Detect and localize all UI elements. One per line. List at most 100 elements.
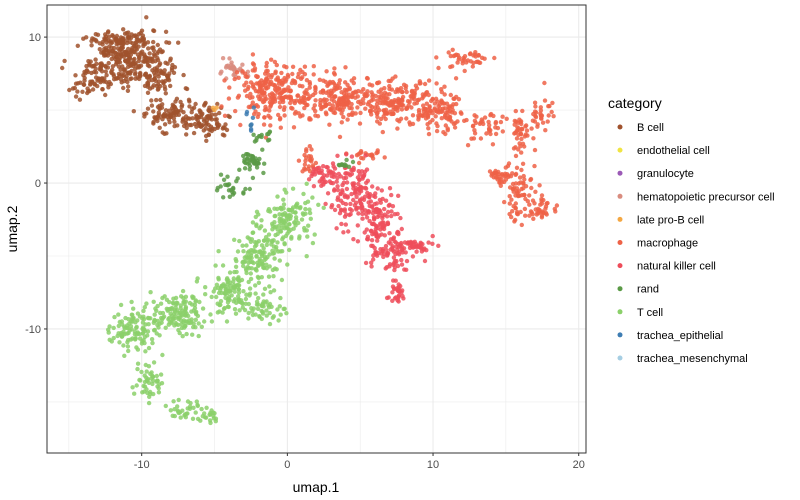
data-point bbox=[170, 317, 176, 322]
data-point bbox=[350, 93, 355, 99]
data-point bbox=[395, 286, 400, 291]
data-point bbox=[271, 274, 276, 279]
data-point bbox=[517, 117, 522, 122]
data-point bbox=[104, 73, 109, 78]
data-point bbox=[332, 187, 337, 192]
data-point bbox=[350, 181, 355, 186]
data-point bbox=[87, 63, 92, 68]
data-point bbox=[511, 146, 517, 151]
data-point bbox=[278, 312, 283, 317]
data-point bbox=[277, 117, 283, 122]
data-point bbox=[262, 228, 268, 233]
data-point bbox=[264, 313, 269, 318]
data-point bbox=[262, 238, 267, 243]
legend-key bbox=[617, 147, 623, 153]
data-point bbox=[539, 201, 545, 206]
data-point bbox=[540, 120, 546, 125]
data-point bbox=[398, 215, 403, 221]
data-point bbox=[150, 373, 155, 378]
data-point bbox=[416, 107, 422, 113]
data-point bbox=[302, 162, 308, 167]
data-point bbox=[389, 192, 394, 198]
data-point bbox=[282, 113, 287, 118]
data-point bbox=[504, 116, 509, 122]
data-point bbox=[60, 65, 65, 71]
data-point bbox=[281, 89, 286, 94]
data-point bbox=[188, 320, 193, 326]
data-point bbox=[319, 183, 324, 188]
data-point bbox=[267, 321, 273, 327]
data-point bbox=[329, 170, 334, 175]
data-point bbox=[279, 70, 284, 76]
data-point bbox=[528, 177, 533, 183]
data-point bbox=[257, 134, 263, 139]
data-point bbox=[267, 284, 272, 289]
data-point bbox=[150, 68, 155, 73]
data-point bbox=[374, 111, 380, 117]
data-point bbox=[498, 119, 504, 125]
data-point bbox=[106, 327, 111, 332]
data-point bbox=[131, 306, 136, 311]
data-point bbox=[263, 71, 268, 76]
data-point bbox=[375, 80, 380, 86]
data-point bbox=[409, 105, 414, 110]
data-point bbox=[235, 176, 240, 181]
data-point bbox=[396, 245, 402, 250]
data-point bbox=[200, 414, 205, 419]
data-point bbox=[495, 125, 501, 131]
data-point bbox=[163, 29, 169, 34]
data-point bbox=[507, 194, 512, 199]
data-point bbox=[317, 77, 322, 83]
data-point bbox=[514, 136, 520, 141]
x-tick-label: -10 bbox=[134, 459, 150, 471]
data-point bbox=[397, 249, 402, 255]
data-point bbox=[331, 81, 337, 86]
data-point bbox=[164, 297, 170, 302]
data-point bbox=[237, 299, 242, 304]
data-point bbox=[232, 285, 237, 291]
data-point bbox=[152, 53, 157, 58]
data-point bbox=[242, 307, 248, 313]
data-point bbox=[404, 89, 409, 95]
y-tick-label: -10 bbox=[25, 324, 41, 336]
data-point bbox=[513, 217, 518, 223]
data-point bbox=[154, 331, 159, 336]
data-point bbox=[240, 301, 245, 306]
data-point bbox=[173, 314, 178, 319]
data-point bbox=[247, 291, 253, 296]
data-point bbox=[129, 299, 134, 305]
data-point bbox=[191, 405, 196, 410]
data-point bbox=[455, 53, 461, 58]
data-point bbox=[312, 172, 318, 177]
data-point bbox=[202, 117, 207, 122]
data-point bbox=[137, 73, 143, 78]
data-point bbox=[369, 264, 374, 269]
data-point bbox=[434, 121, 439, 126]
data-point bbox=[127, 59, 132, 65]
data-point bbox=[409, 93, 415, 98]
data-point bbox=[330, 161, 336, 166]
data-point bbox=[396, 295, 401, 301]
data-point bbox=[401, 82, 407, 88]
data-point bbox=[244, 243, 249, 248]
data-point bbox=[277, 104, 283, 110]
data-point bbox=[155, 378, 160, 384]
data-point bbox=[108, 51, 114, 56]
data-point bbox=[199, 123, 204, 128]
data-point bbox=[412, 101, 417, 106]
data-point bbox=[146, 316, 152, 321]
data-point bbox=[388, 109, 393, 114]
data-point bbox=[434, 81, 439, 86]
legend-label: hematopoietic precursor cell bbox=[637, 191, 775, 203]
data-point bbox=[266, 72, 271, 78]
data-point bbox=[345, 194, 350, 199]
data-point bbox=[339, 162, 344, 167]
data-point bbox=[471, 53, 476, 58]
data-point bbox=[187, 104, 192, 109]
data-point bbox=[175, 404, 180, 409]
data-point bbox=[250, 115, 256, 121]
data-point bbox=[267, 100, 273, 105]
data-point bbox=[290, 186, 296, 191]
data-point bbox=[350, 159, 356, 165]
data-point bbox=[371, 257, 376, 262]
